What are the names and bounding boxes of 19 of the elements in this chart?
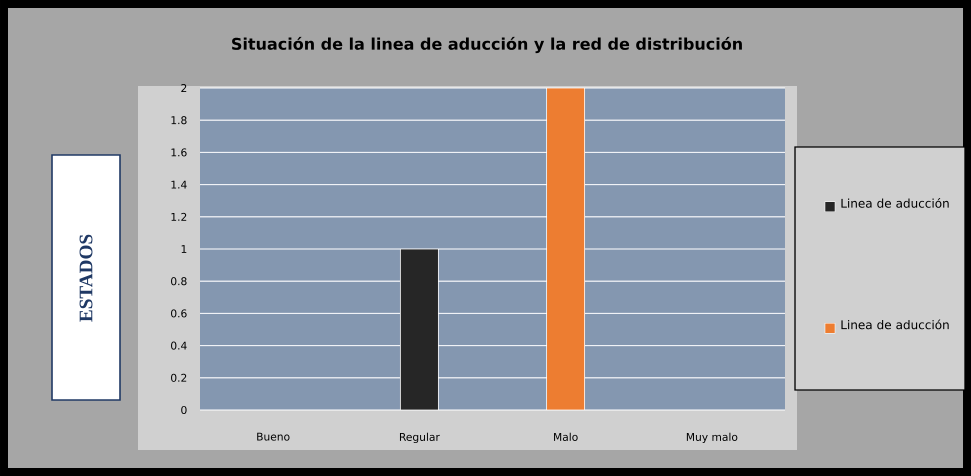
x-tick-label: Malo bbox=[554, 432, 578, 441]
y-tick-label: 0.6 bbox=[171, 309, 187, 318]
y-axis-title: ESTADOS bbox=[80, 234, 92, 322]
y-tick-label: 1 bbox=[182, 245, 186, 253]
y-tick-label: 1.2 bbox=[172, 212, 186, 221]
legend-label: Linea de aducción bbox=[841, 320, 949, 330]
y-tick-label: 0.2 bbox=[171, 374, 186, 382]
legend-label: Linea de aducción bbox=[841, 198, 949, 208]
y-tick-label: 0.4 bbox=[171, 342, 187, 350]
y-tick-label: 1.8 bbox=[172, 116, 187, 124]
y-tick-label: 0.8 bbox=[171, 277, 187, 286]
y-tick-label: 1.4 bbox=[172, 180, 187, 188]
x-tick-label: Regular bbox=[400, 432, 440, 444]
chart-title: Situación de la linea de aducción y la red de distribución bbox=[232, 36, 742, 54]
x-tick-label: Muy malo bbox=[686, 432, 738, 444]
x-tick-label: Bueno bbox=[257, 432, 290, 441]
y-tick-label: 2 bbox=[181, 84, 186, 92]
y-tick-label: 1.6 bbox=[172, 148, 187, 156]
y-tick-label: 0 bbox=[181, 406, 187, 414]
